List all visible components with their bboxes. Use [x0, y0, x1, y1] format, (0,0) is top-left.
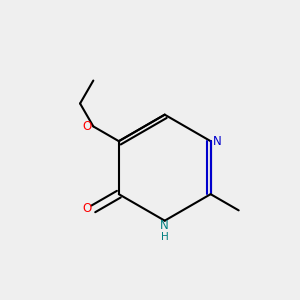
- Text: H: H: [161, 232, 169, 242]
- Text: O: O: [82, 202, 92, 215]
- Text: O: O: [82, 120, 92, 133]
- Text: N: N: [160, 220, 169, 232]
- Text: N: N: [213, 135, 222, 148]
